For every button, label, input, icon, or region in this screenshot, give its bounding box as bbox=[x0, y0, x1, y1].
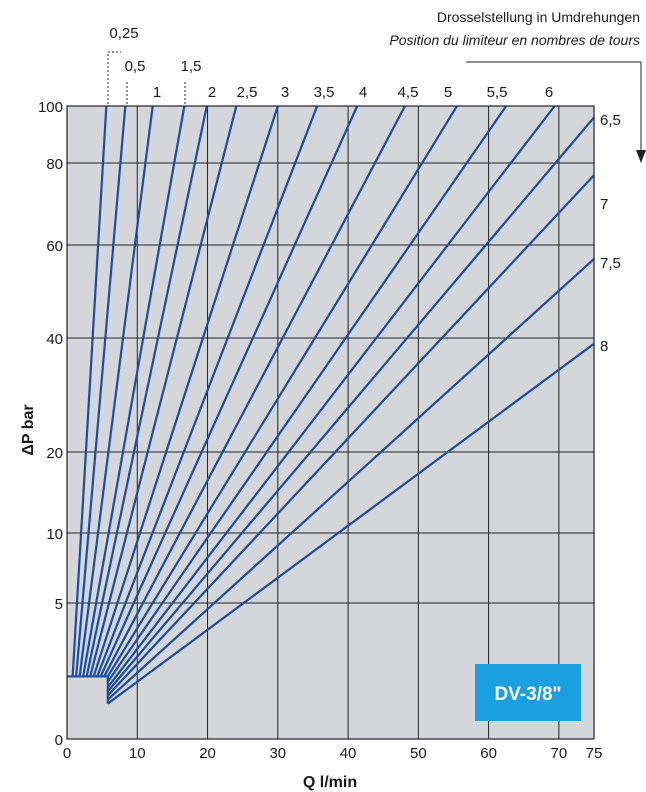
legend-title: Drosselstellung in Umdrehungen bbox=[437, 9, 640, 25]
x-tick-label: 40 bbox=[340, 745, 357, 762]
x-tick-label: 30 bbox=[269, 745, 286, 762]
series-label: 0,25 bbox=[109, 25, 138, 42]
y-tick-label: 40 bbox=[46, 331, 63, 348]
series-line bbox=[89, 105, 238, 677]
model-badge bbox=[475, 664, 581, 721]
series-line bbox=[107, 342, 595, 705]
series-label: 5,5 bbox=[487, 84, 508, 101]
plot-frame bbox=[66, 105, 595, 740]
series-line bbox=[106, 105, 458, 678]
x-tick-label: 60 bbox=[480, 745, 497, 762]
leader-line-0-25 bbox=[107, 51, 121, 104]
y-tick-label: 5 bbox=[55, 596, 63, 613]
series-label: 6,5 bbox=[600, 112, 621, 129]
series-line bbox=[106, 174, 595, 697]
model-badge-label: DV-3/8" bbox=[494, 684, 561, 705]
series-label: 1 bbox=[153, 84, 161, 101]
y-tick-label: 60 bbox=[46, 238, 63, 255]
x-axis-title: Q l/min bbox=[303, 774, 357, 791]
series-label: 3,5 bbox=[314, 84, 335, 101]
y-tick-labels: 0 5 10 20 40 60 80 100 bbox=[38, 99, 63, 749]
x-tick-label: 20 bbox=[199, 745, 216, 762]
series-label: 4 bbox=[359, 84, 367, 101]
x-tick-label: 50 bbox=[410, 745, 427, 762]
series-lines bbox=[67, 105, 595, 705]
legend-arrow bbox=[466, 61, 642, 150]
series-line bbox=[103, 105, 406, 677]
series-line bbox=[85, 105, 208, 677]
series-label: 2 bbox=[208, 84, 216, 101]
x-tick-label: 10 bbox=[129, 745, 146, 762]
x-tick-label: 75 bbox=[586, 745, 603, 762]
y-tick-label: 10 bbox=[46, 526, 63, 543]
series-line bbox=[96, 105, 319, 677]
series-line bbox=[106, 105, 508, 683]
series-label: 8 bbox=[600, 338, 608, 355]
series-line bbox=[82, 105, 186, 677]
x-tick-labels: 0 10 20 30 40 50 60 70 75 bbox=[63, 745, 603, 762]
series-label: 0,5 bbox=[125, 58, 146, 75]
series-line bbox=[92, 105, 279, 677]
series-label: 7 bbox=[600, 196, 608, 213]
y-axis-title: ΔP bar bbox=[20, 404, 37, 455]
series-line bbox=[99, 105, 359, 677]
series-line bbox=[107, 258, 595, 701]
plot-area bbox=[67, 106, 594, 739]
legend-subtitle: Position du limiteur en nombres de tours bbox=[389, 32, 640, 48]
y-tick-label: 20 bbox=[46, 445, 63, 462]
x-tick-label: 70 bbox=[551, 745, 568, 762]
series-label: 6 bbox=[545, 84, 553, 101]
x-tick-label: 0 bbox=[63, 745, 71, 762]
series-line bbox=[75, 105, 127, 677]
series-labels: 0,25 0,5 1 1,5 2 2,5 3 3,5 4 4,5 5 5,5 6 6,5 7 7,5 8 bbox=[107, 25, 621, 355]
series-label: 1,5 bbox=[181, 58, 202, 75]
y-tick-label: 100 bbox=[38, 99, 63, 116]
series-line bbox=[106, 116, 595, 693]
series-label: 4,5 bbox=[398, 84, 419, 101]
series-label: 2,5 bbox=[237, 84, 258, 101]
series-line bbox=[106, 105, 556, 688]
legend-arrow-head bbox=[636, 150, 646, 163]
series-label: 7,5 bbox=[600, 255, 621, 272]
y-tick-label: 80 bbox=[46, 156, 63, 173]
series-line bbox=[78, 105, 154, 677]
series-label: 3 bbox=[281, 84, 289, 101]
series-line bbox=[71, 105, 108, 677]
series-label: 5 bbox=[444, 84, 452, 101]
y-tick-label: 0 bbox=[55, 732, 63, 749]
